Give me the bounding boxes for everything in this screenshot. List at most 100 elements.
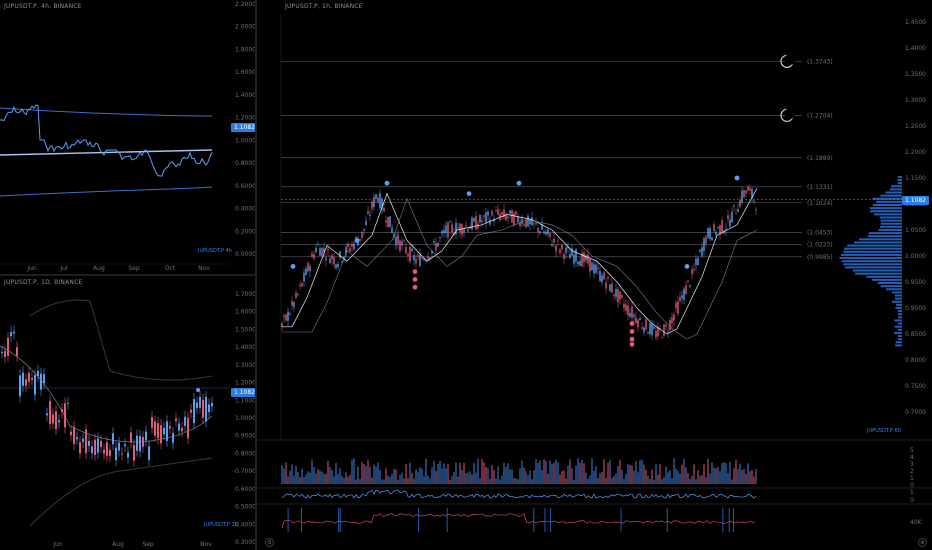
main-volume-profile-bar xyxy=(880,225,902,228)
main-volume-bar xyxy=(341,475,343,484)
bottom-left-candle xyxy=(103,449,105,454)
main-candle xyxy=(347,243,349,248)
bottom-left-candle xyxy=(52,414,54,424)
main-candle xyxy=(465,225,467,227)
main-candle xyxy=(357,240,359,246)
main-volume-profile-bar xyxy=(854,241,902,244)
main-candle xyxy=(551,244,553,247)
main-signal-dot xyxy=(629,336,635,342)
main-volume-bar xyxy=(543,459,545,484)
main-candle xyxy=(697,257,699,266)
chart-settings-button[interactable]: ⚙ xyxy=(918,538,927,547)
left-divider[interactable] xyxy=(0,274,255,276)
main-volume-bar xyxy=(677,470,679,484)
main-volume-bar xyxy=(299,477,301,484)
main-candle xyxy=(657,326,659,337)
bottom-left-candle xyxy=(151,417,153,428)
main-volume-bar xyxy=(619,460,621,484)
main-y-tick: 0.9000 xyxy=(905,305,926,312)
main-candle xyxy=(541,223,543,230)
main-volume-bar xyxy=(291,464,293,484)
main-chart[interactable]: JUPUSDT.P, 1h, BINANCE 1.4500 1.4000 1.350… xyxy=(257,0,932,536)
main-volume-bar xyxy=(371,477,373,484)
bottom-left-candle xyxy=(178,423,180,431)
bottom-left-candle xyxy=(67,403,69,405)
bottom-left-y-tick: 1.0000 xyxy=(235,415,255,422)
bottom-left-candle xyxy=(37,371,39,376)
main-volume-bar xyxy=(601,471,603,484)
main-candle xyxy=(439,237,441,239)
main-candle xyxy=(537,227,539,233)
main-volume-bar xyxy=(293,475,295,484)
top-left-y-tick: 1.6000 xyxy=(235,69,255,76)
main-volume-bar xyxy=(333,476,335,484)
main-candle xyxy=(385,220,387,223)
main-candle xyxy=(575,249,577,262)
main-candle xyxy=(599,270,601,282)
bottom-left-watermark: JUPUSDT.P 1D xyxy=(204,522,239,528)
main-volume-bar xyxy=(401,472,403,484)
main-volume-bar xyxy=(319,470,321,484)
bottom-left-candle xyxy=(22,372,24,386)
main-candle xyxy=(727,215,729,220)
main-volume-bar xyxy=(741,469,743,484)
bottom-left-signal-dot xyxy=(196,388,200,392)
main-y-tick: 0.7500 xyxy=(905,383,926,390)
main-volume-profile-bar xyxy=(895,303,902,306)
main-volume-bar xyxy=(469,471,471,484)
main-volume-bar xyxy=(521,460,523,484)
bottom-left-candle xyxy=(124,444,126,447)
main-volume-bar xyxy=(553,462,555,484)
main-volume-bar xyxy=(719,471,721,484)
main-volume-bar xyxy=(667,472,669,484)
main-volume-bar xyxy=(473,462,475,484)
main-volume-bar xyxy=(375,466,377,484)
main-volume-profile-bar xyxy=(897,182,902,185)
main-volume-bar xyxy=(525,471,527,484)
main-signal-dot xyxy=(516,180,522,186)
bottom-left-candle xyxy=(106,442,108,456)
main-y-tick: 0.8000 xyxy=(905,357,926,364)
main-candle xyxy=(649,323,651,335)
top-left-x-tick: Nov xyxy=(198,265,210,272)
bottom-left-y-tick: 0.3000 xyxy=(235,539,255,546)
main-volume-bar xyxy=(377,462,379,484)
main-candle xyxy=(585,255,587,261)
main-y-tick: 0.8500 xyxy=(905,331,926,338)
main-volume-bar xyxy=(679,473,681,484)
main-candle xyxy=(463,229,465,233)
bottom-left-candle xyxy=(109,450,111,456)
main-volume-bar xyxy=(705,477,707,484)
top-left-mid-line xyxy=(0,149,213,156)
main-candle xyxy=(361,231,363,239)
bottom-left-candle xyxy=(64,403,66,428)
time-axis-bar[interactable]: ⏱ ⚙ xyxy=(257,536,932,550)
main-candle xyxy=(567,247,569,249)
main-volume-profile-bar xyxy=(898,313,902,316)
bottom-left-chart[interactable]: JUPUSDT.P, 1D, BINANCE 1.7000 1.6000 1.500… xyxy=(0,276,255,550)
bottom-left-candle xyxy=(13,331,15,334)
main-volume-bar xyxy=(653,479,655,484)
main-volume-bar xyxy=(339,468,341,484)
bottom-left-candle xyxy=(1,351,3,353)
main-volume-bar xyxy=(475,472,477,484)
main-candle xyxy=(295,292,297,298)
bottom-left-candle xyxy=(199,396,201,408)
bottom-left-y-tick: 0.4000 xyxy=(235,521,255,528)
main-candle xyxy=(355,237,357,239)
main-volume-bar xyxy=(347,476,349,484)
goto-date-button[interactable]: ⏱ xyxy=(265,538,274,547)
main-candle xyxy=(419,254,421,267)
main-volume-profile-bar xyxy=(868,232,902,235)
main-volume-bar xyxy=(533,470,535,484)
main-volume-bar xyxy=(715,468,717,484)
main-volume-profile-bar xyxy=(839,257,902,260)
main-volume-bar xyxy=(515,478,517,484)
main-volume-bar xyxy=(575,465,577,484)
main-volume-bar xyxy=(455,462,457,484)
vertical-divider[interactable] xyxy=(255,0,257,550)
top-left-chart[interactable]: JUPUSDT.P, 4h, BINANCE 2.2000 2.0000 1.800… xyxy=(0,0,255,274)
main-candle xyxy=(319,248,321,256)
main-candle xyxy=(667,331,669,333)
main-candle xyxy=(443,230,445,233)
